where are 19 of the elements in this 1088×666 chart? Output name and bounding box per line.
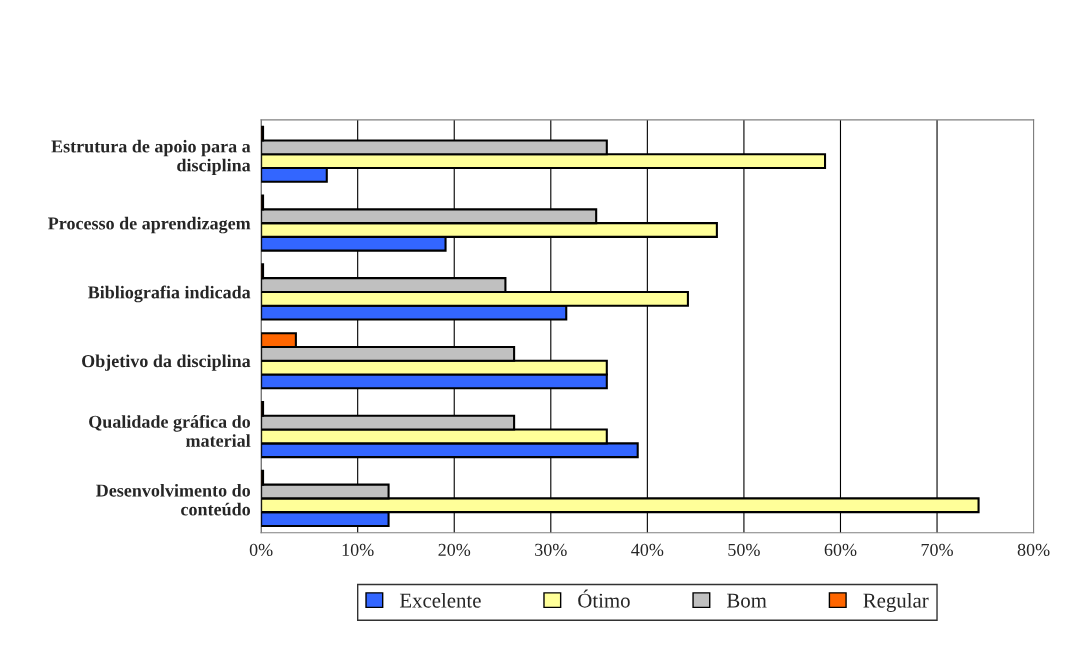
x-tick-label: 20% [438,543,471,556]
y-tick-label: Processo de aprendizagem [48,216,251,234]
legend-label: Ótimo [578,589,630,608]
legend-label: Excelente [399,592,481,608]
legend-label: Bom [726,593,767,608]
x-tick-label: 70% [921,543,953,556]
x-tick-label: 30% [535,543,567,556]
x-tick-label: 40% [631,543,664,556]
y-tick-label: Bibliografia indicada [87,285,251,303]
x-tick-label: 50% [728,543,760,556]
x-tick-label: 80% [1017,543,1050,556]
legend-label: Regular [863,592,929,612]
x-tick-label: 0% [249,543,273,556]
y-tick-label: Qualidade gráfica do material [89,414,251,447]
y-tick-label: Objetivo da disciplina [82,354,251,371]
y-tick-label: Desenvolvimento do conteúdo [96,483,251,516]
x-tick-label: 60% [824,543,857,556]
x-tick-label: 10% [342,543,374,556]
y-tick-label: Estrutura de apoio para a disciplina [51,139,251,176]
